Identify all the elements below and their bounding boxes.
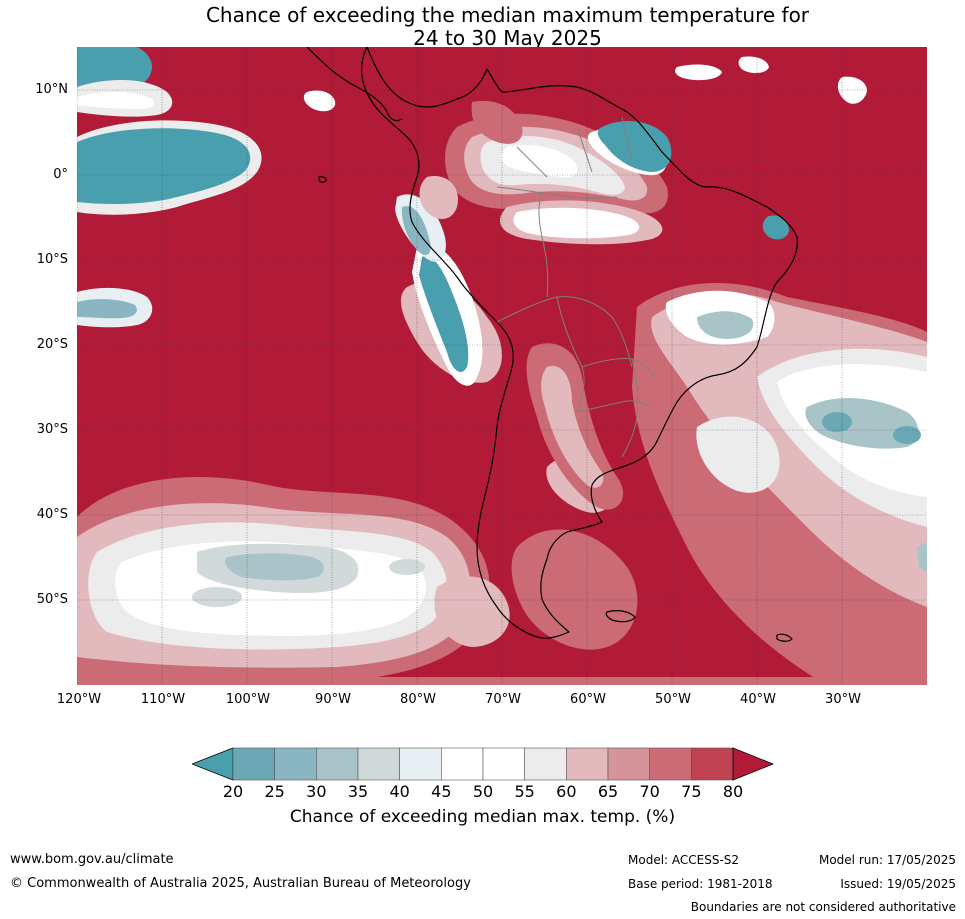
colorbar-segment (357, 747, 400, 781)
footer-disclaimer: Boundaries are not considered authoritat… (690, 900, 956, 914)
lon-label-60w: 60°W (570, 692, 606, 707)
lat-label-0: 0° (53, 167, 68, 182)
colorbar-segment (524, 747, 567, 781)
lon-label-50w: 50°W (655, 692, 691, 707)
footer-issued: Issued: 19/05/2025 (840, 877, 956, 891)
lat-label-30s: 30°S (36, 422, 68, 437)
colorbar-segment (316, 747, 359, 781)
lat-label-10s: 10°S (36, 252, 68, 267)
map-title-line1: Chance of exceeding the median maximum t… (205, 3, 810, 27)
colorbar-segment (232, 747, 275, 781)
footer-model-run: Model run: 17/05/2025 (818, 853, 956, 867)
map-title-line2: 24 to 30 May 2025 (413, 26, 602, 50)
colorbar-segment (649, 747, 692, 781)
country-borders (496, 116, 656, 458)
footer-copyright: © Commonwealth of Australia 2025, Austra… (10, 876, 471, 891)
coastline (306, 47, 798, 642)
lon-label-40w: 40°W (740, 692, 776, 707)
graticule (77, 47, 927, 685)
colorbar-label: Chance of exceeding median max. temp. (%… (289, 807, 676, 827)
colorbar-segment (399, 747, 442, 781)
colorbar-tick-label: 60 (556, 782, 577, 801)
south-atlantic-low-region (511, 283, 927, 685)
lat-label-50s: 50°S (36, 592, 68, 607)
lon-label-100w: 100°W (225, 692, 271, 707)
colorbar-segments (232, 747, 734, 781)
footer-website[interactable]: www.bom.gov.au/climate (10, 852, 174, 867)
colorbar-tick-label: 80 (722, 782, 744, 801)
lat-label-20s: 20°S (36, 337, 68, 352)
tropical-pacific-low-region (77, 47, 927, 572)
probability-map (77, 47, 927, 685)
colorbar-segment (441, 747, 484, 781)
colorbar-tick-label: 25 (264, 782, 285, 801)
lon-label-120w: 120°W (56, 692, 102, 707)
southern-ocean-low-region (77, 477, 927, 685)
colorbar (192, 747, 774, 781)
colorbar-tick-label: 50 (472, 782, 494, 801)
lon-label-110w: 110°W (140, 692, 186, 707)
colorbar-tick-label: 45 (431, 782, 452, 801)
colorbar-segment (566, 747, 609, 781)
lon-label-30w: 30°W (825, 692, 861, 707)
lat-label-40s: 40°S (36, 507, 68, 522)
south-america-interior-regions (395, 100, 672, 510)
footer-base-period: Base period: 1981-2018 (628, 877, 773, 891)
colorbar-tick-label: 65 (597, 782, 619, 801)
colorbar-segment (607, 747, 650, 781)
colorbar-segment (691, 747, 734, 781)
lon-label-80w: 80°W (400, 692, 436, 707)
colorbar-segment (274, 747, 317, 781)
colorbar-segment (482, 747, 525, 781)
colorbar-tick-label: 40 (389, 782, 410, 801)
lat-label-10n: 10°N (35, 82, 68, 97)
lon-label-90w: 90°W (315, 692, 351, 707)
map-title: Chance of exceeding the median maximum t… (0, 4, 965, 50)
colorbar-tick-label: 70 (639, 782, 660, 801)
colorbar-tick-label: 20 (222, 782, 244, 801)
colorbar-tick-label: 35 (347, 782, 369, 801)
colorbar-high-extension (732, 747, 774, 781)
footer-model: Model: ACCESS-S2 (628, 853, 740, 867)
lon-label-70w: 70°W (485, 692, 521, 707)
colorbar-tick-label: 30 (306, 782, 327, 801)
colorbar-tick-label: 55 (514, 782, 535, 801)
colorbar-low-extension (192, 747, 234, 781)
colorbar-tick-label: 75 (681, 782, 702, 801)
